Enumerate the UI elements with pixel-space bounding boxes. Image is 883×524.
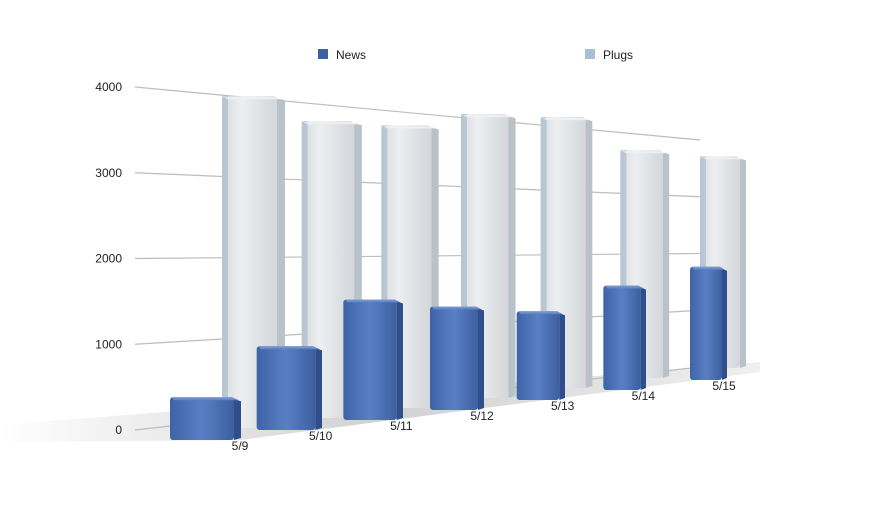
category-label: 5/11 [390,419,413,433]
bar-news [603,285,646,390]
bar-news [256,346,322,430]
gridline [134,86,701,141]
legend-swatch [318,49,328,59]
bar-news [430,306,484,410]
bar-news [516,311,565,400]
category-label: 5/14 [632,389,656,403]
y-tick-label: 2000 [95,252,122,266]
category-label: 5/15 [712,379,736,393]
category-label: 5/12 [470,409,494,423]
legend-item: Plugs [585,48,633,62]
legend-label: Plugs [603,48,633,62]
legend: News Plugs [318,48,633,62]
bar-news [170,397,241,440]
x-axis-categories: 5/9 5/10 5/11 5/12 5/13 5/14 5/15 [232,379,736,453]
category-label: 5/10 [309,429,333,443]
category-label: 5/9 [232,439,249,453]
y-axis-ticks: 0 1000 2000 3000 4000 [95,80,122,437]
bar-plugs [301,121,362,418]
bar-news [690,266,727,380]
y-tick-label: 3000 [95,166,122,180]
legend-item: News [318,48,366,62]
bar-news [343,299,403,420]
legend-label: News [336,48,366,62]
series-news [170,266,727,440]
bar-plugs [222,96,285,428]
y-tick-label: 0 [115,423,122,437]
legend-swatch [585,49,595,59]
y-tick-label: 1000 [95,337,122,351]
y-tick-label: 4000 [95,80,122,94]
category-label: 5/13 [551,399,575,413]
